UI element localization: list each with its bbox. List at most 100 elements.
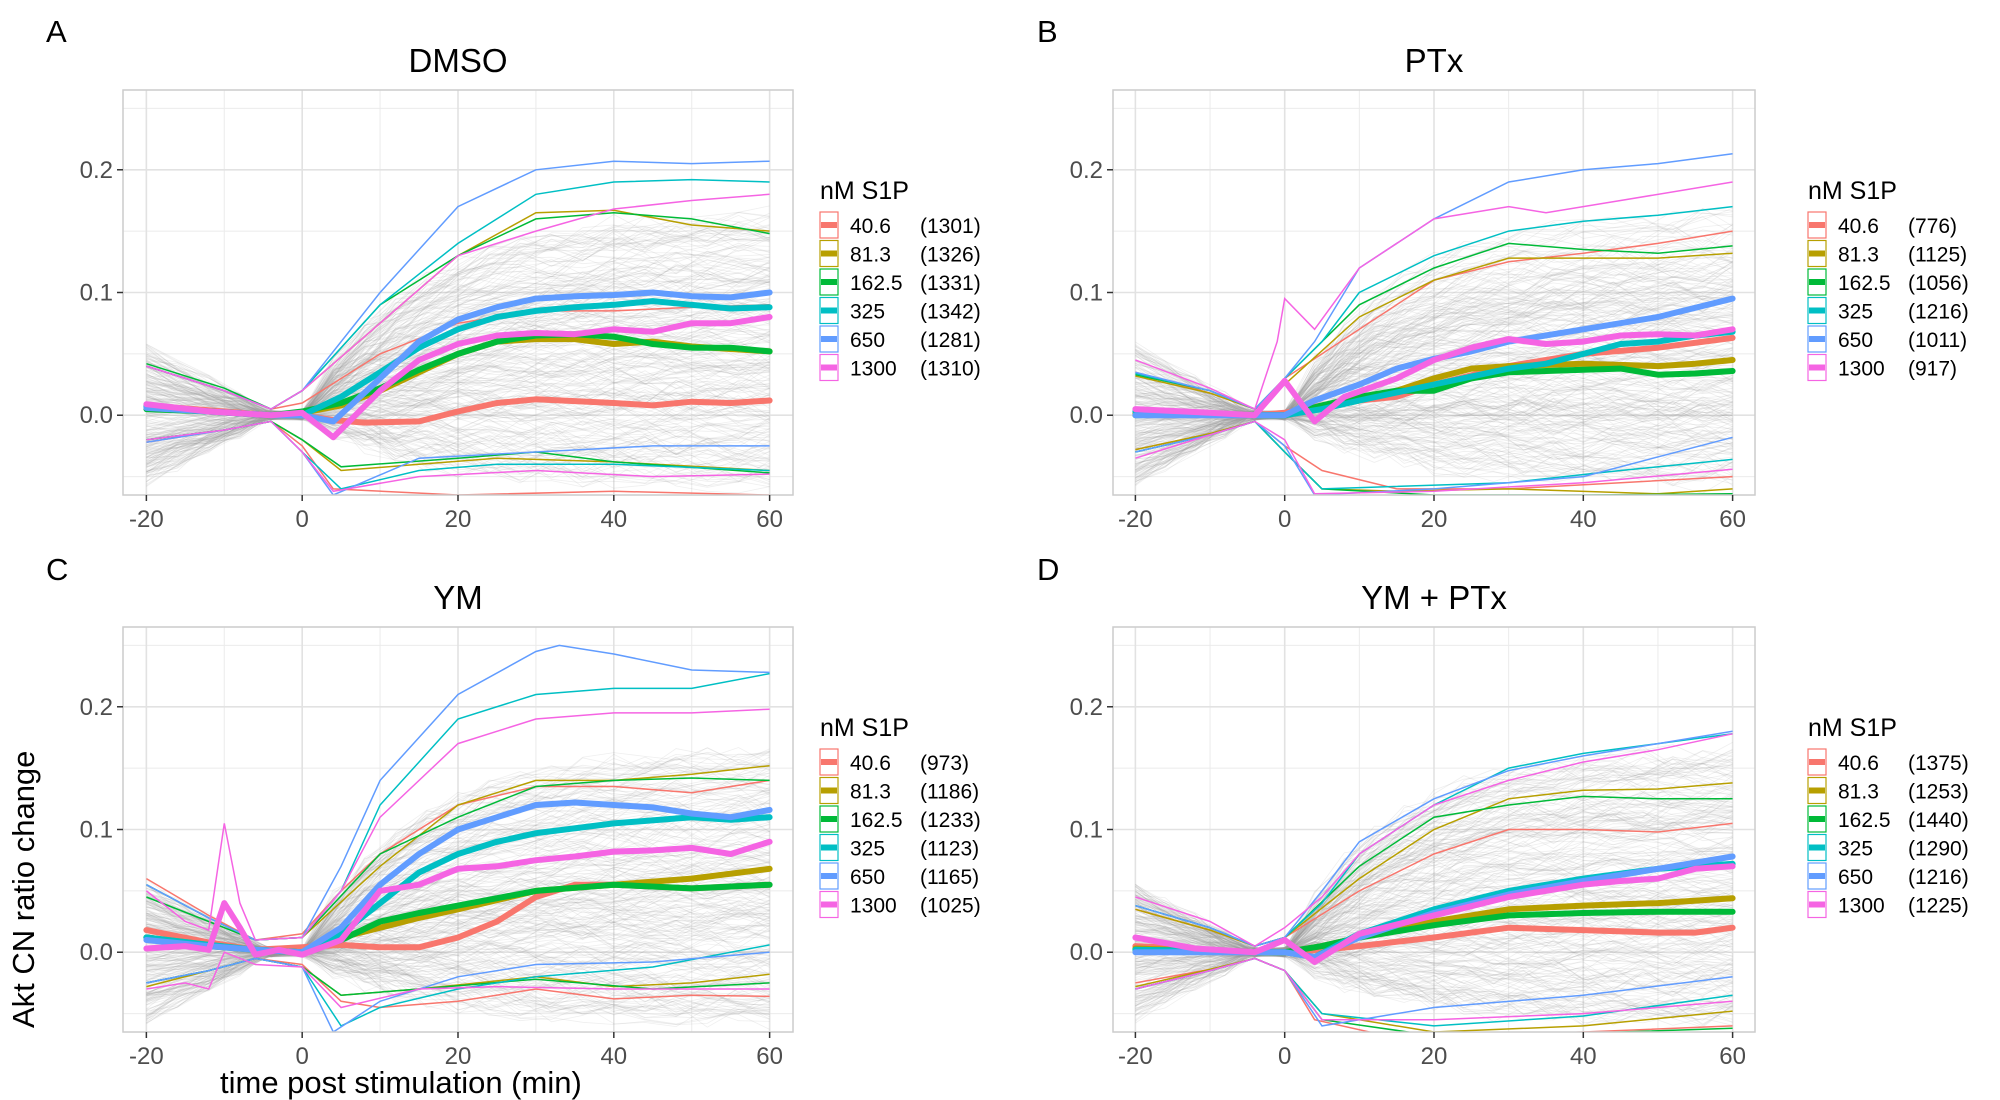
cell-trace xyxy=(1135,303,1733,420)
cell-trace xyxy=(1135,402,1733,437)
cell-trace xyxy=(146,233,770,430)
cell-trace xyxy=(146,888,770,977)
cell-trace xyxy=(146,413,770,453)
cell-trace xyxy=(146,867,770,996)
cell-trace xyxy=(1135,302,1733,447)
cell-trace xyxy=(1135,413,1733,445)
cell-trace xyxy=(1135,832,1733,956)
panel-d: D YM + PTx -20 0 20 40 60 0.0 0.1 0.2 nM S1P 40.6 (1… xyxy=(1037,552,1969,1070)
cell-trace xyxy=(1135,410,1733,468)
cell-trace xyxy=(1135,764,1733,971)
cell-trace xyxy=(1135,751,1733,958)
cell-trace xyxy=(1135,884,1733,991)
cell-trace xyxy=(146,411,770,478)
cell-trace xyxy=(146,411,770,452)
cell-trace xyxy=(1135,929,1733,999)
cell-trace xyxy=(146,373,770,460)
x-tick-label: 60 xyxy=(756,1043,783,1070)
legend-title: nM S1P xyxy=(1808,177,1897,205)
legend-dose: 1300 xyxy=(850,358,897,381)
legend-dose: 162.5 xyxy=(850,809,903,832)
series-upper-1300 xyxy=(146,193,770,410)
legend-dose: 162.5 xyxy=(850,272,903,295)
cell-trace xyxy=(1135,276,1733,460)
series-upper-162.5 xyxy=(146,211,770,410)
cell-trace xyxy=(146,395,770,434)
cell-trace xyxy=(1135,262,1733,484)
cell-trace xyxy=(146,855,770,951)
cell-trace xyxy=(146,418,770,488)
series-mean-1300 xyxy=(1132,326,1736,425)
legend-dose: 81.3 xyxy=(850,781,891,804)
cell-trace xyxy=(146,413,770,474)
cell-trace xyxy=(146,339,770,466)
panel-c: C YM -20 0 20 40 60 0.0 0.1 0.2 nM S1P 40.6 (973) 81.… xyxy=(46,552,981,1070)
cell-trace xyxy=(146,397,770,457)
cell-trace xyxy=(1135,410,1733,477)
x-tick-label: 20 xyxy=(445,1043,472,1070)
cell-trace xyxy=(146,349,770,489)
cell-trace xyxy=(1135,918,1733,1013)
cell-trace xyxy=(1135,905,1733,955)
cell-trace xyxy=(1135,852,1733,973)
cell-trace xyxy=(1135,346,1733,420)
cell-trace xyxy=(146,355,770,420)
cell-trace xyxy=(1135,802,1733,957)
x-tick-label: 40 xyxy=(1570,1043,1597,1070)
cell-trace xyxy=(1135,927,1733,1001)
legend-count: (1331) xyxy=(920,272,981,295)
cell-trace xyxy=(1135,370,1733,487)
cell-trace xyxy=(146,916,770,1020)
cell-trace xyxy=(1135,315,1733,414)
cell-trace xyxy=(146,265,770,438)
cell-trace xyxy=(146,409,770,451)
legend-dose: 1300 xyxy=(1838,895,1885,918)
cell-trace xyxy=(1135,934,1733,986)
cell-trace xyxy=(1135,282,1733,421)
cell-trace xyxy=(146,362,770,486)
cell-trace xyxy=(146,357,770,458)
cell-trace xyxy=(146,917,770,997)
legend-count: (917) xyxy=(1908,358,1957,381)
cell-trace xyxy=(146,948,770,1020)
y-axis-title: Akt CN ratio change xyxy=(6,751,41,1028)
cell-trace xyxy=(1135,304,1733,416)
cell-trace xyxy=(146,414,770,467)
cell-trace xyxy=(1135,810,1733,957)
cell-trace xyxy=(1135,314,1733,445)
legend-count: (1216) xyxy=(1908,301,1969,324)
cell-trace xyxy=(1135,411,1733,475)
legend-count: (1310) xyxy=(920,358,981,381)
cell-trace xyxy=(146,246,770,420)
axes: -20 0 20 40 60 0.0 0.1 0.2 xyxy=(80,694,783,1070)
cell-trace xyxy=(146,228,770,419)
x-tick-label: -20 xyxy=(129,1043,164,1070)
cell-trace xyxy=(1135,261,1733,470)
cell-trace xyxy=(146,381,770,435)
cell-trace xyxy=(146,355,770,454)
legend-dose: 325 xyxy=(1838,301,1873,324)
x-tick-label: -20 xyxy=(129,506,164,533)
x-tick-label: -20 xyxy=(1118,506,1153,533)
cell-trace xyxy=(146,414,770,464)
x-tick-label: 0 xyxy=(1278,1043,1291,1070)
cell-trace xyxy=(146,272,770,415)
cell-trace xyxy=(146,365,770,422)
cell-trace xyxy=(146,948,770,1028)
cell-trace xyxy=(1135,413,1733,486)
cell-trace xyxy=(1135,940,1733,964)
legend-dose: 650 xyxy=(850,866,885,889)
axes: -20 0 20 40 60 0.0 0.1 0.2 xyxy=(80,157,783,533)
cell-trace xyxy=(1135,789,1733,958)
cell-trace xyxy=(1135,846,1733,1022)
cell-trace xyxy=(146,227,770,459)
legend-dose: 650 xyxy=(1838,329,1873,352)
series-upper-1300 xyxy=(145,708,770,941)
legend: nM S1P 40.6 (1375) 81.3 (1253) 162.5 (1440) 325… xyxy=(1807,714,1969,919)
series-lower-1300 xyxy=(1135,420,1733,495)
cell-trace xyxy=(146,346,770,427)
legend-dose: 81.3 xyxy=(850,244,891,267)
series-lower-1300 xyxy=(146,420,770,493)
cell-trace xyxy=(146,347,770,416)
cell-trace xyxy=(146,233,770,464)
